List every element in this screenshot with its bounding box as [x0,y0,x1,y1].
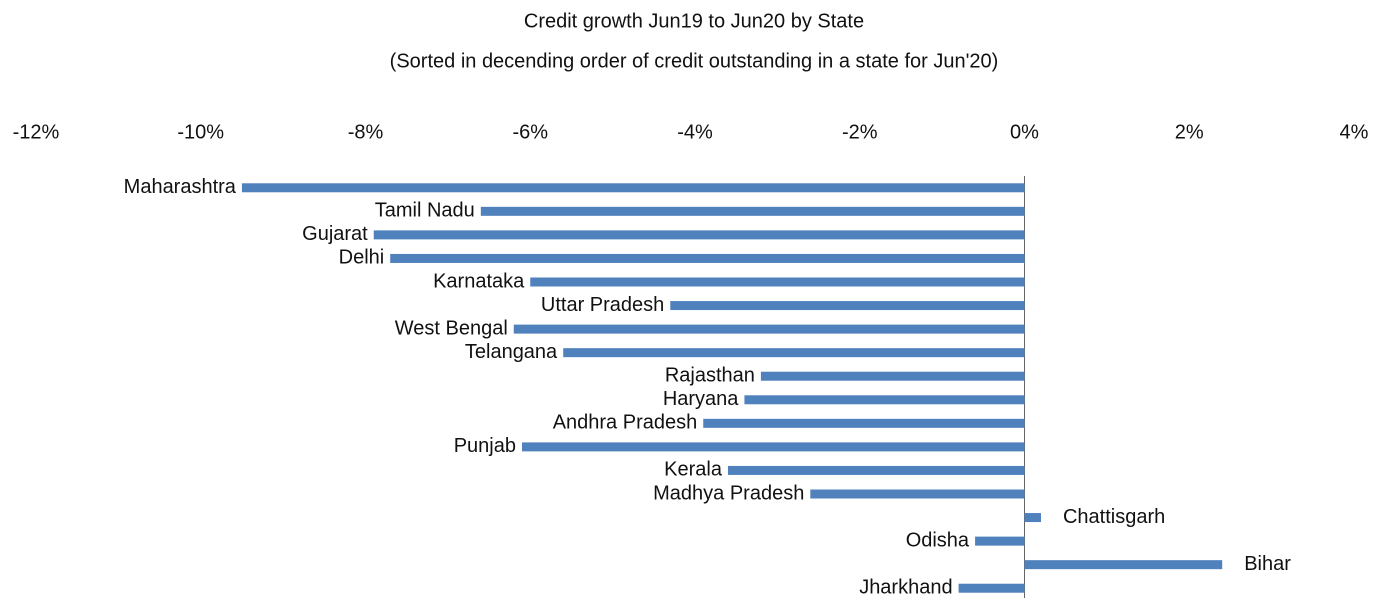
category-label: Haryana [663,388,739,410]
category-label: West Bengal [395,317,508,339]
bar [810,489,1025,499]
bar [390,253,1025,263]
category-label: Maharashtra [124,176,237,198]
bar [530,277,1025,287]
x-tick-label: -6% [512,121,548,143]
bar [975,536,1025,546]
bar [480,206,1025,216]
bar [513,324,1025,334]
x-tick-label: 0% [1010,121,1039,143]
category-label: Uttar Pradesh [541,294,664,316]
chart-subtitle: (Sorted in decending order of credit out… [390,50,999,72]
category-label: Andhra Pradesh [553,412,698,434]
chart-title: Credit growth Jun19 to Jun20 by State [524,10,864,32]
bar [241,183,1025,193]
bar [703,418,1025,428]
category-label: Jharkhand [859,577,952,599]
x-tick-label: 4% [1340,121,1369,143]
category-label: Tamil Nadu [375,200,475,222]
bar [563,348,1025,358]
category-label: Bihar [1244,553,1291,575]
x-tick-label: -10% [177,121,224,143]
category-label: Rajasthan [665,365,755,387]
x-tick-label: -8% [348,121,384,143]
bar [1024,560,1223,570]
bar [670,301,1025,311]
category-label: Karnataka [433,270,525,292]
category-label: Madhya Pradesh [653,482,804,504]
x-tick-label: -4% [677,121,713,143]
bar [522,442,1025,452]
bar [744,395,1025,405]
x-tick-label: -2% [842,121,878,143]
bar [1024,513,1041,523]
bar [727,465,1025,475]
category-label: Delhi [339,247,385,269]
category-label: Odisha [906,529,970,551]
category-label: Chattisgarh [1063,506,1165,528]
category-label: Telangana [465,341,558,363]
x-tick-label: 2% [1175,121,1204,143]
category-label: Gujarat [302,223,368,245]
category-label: Kerala [664,459,723,481]
bar [760,371,1025,381]
x-tick-label: -12% [13,121,60,143]
bar [958,583,1025,593]
bar [373,230,1025,240]
category-label: Punjab [454,435,516,457]
